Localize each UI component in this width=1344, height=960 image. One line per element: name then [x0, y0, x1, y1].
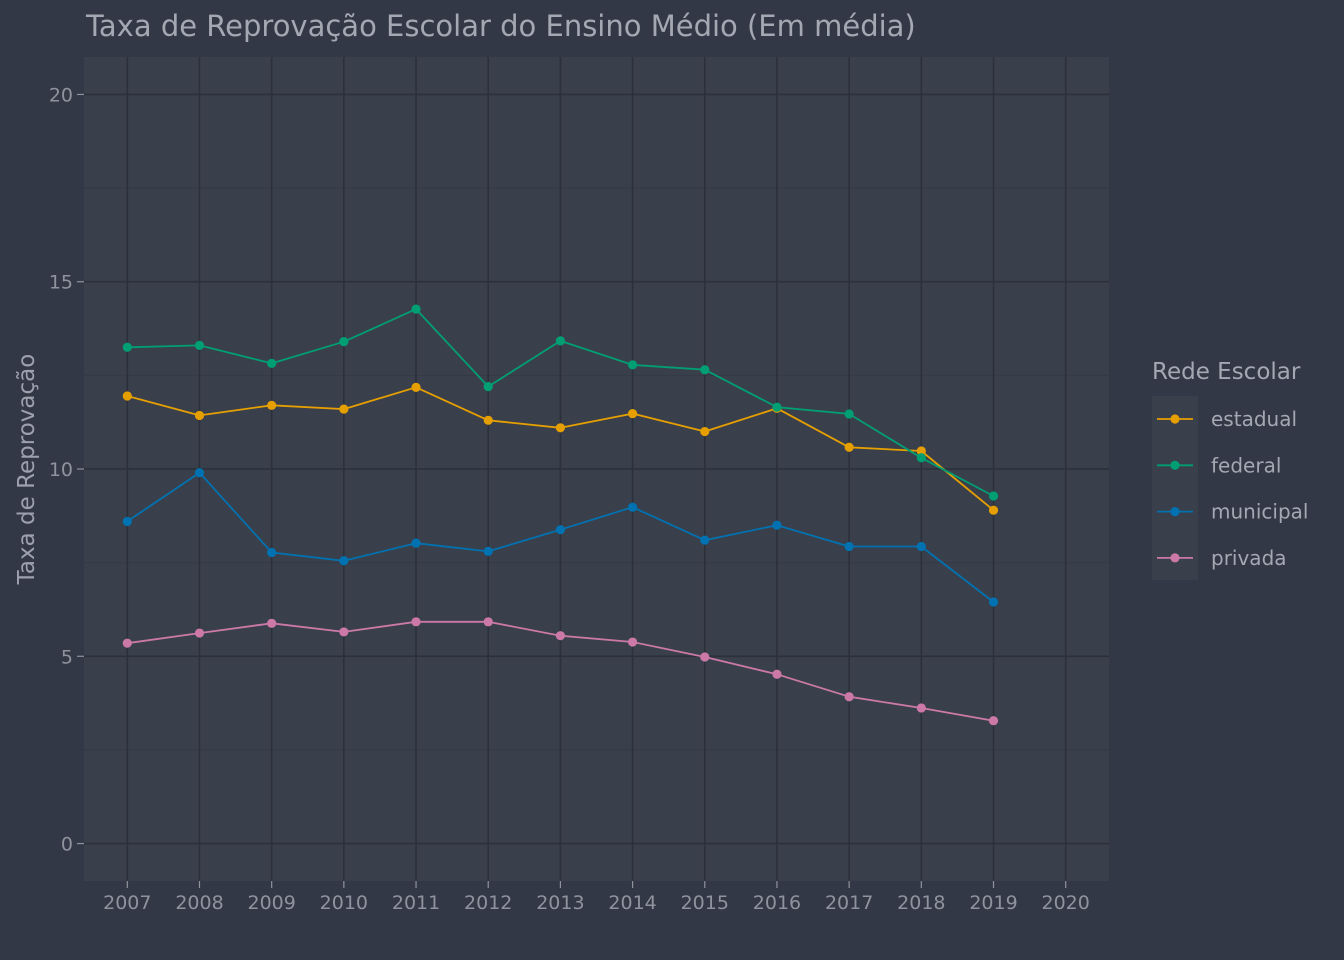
data-point-municipal — [627, 502, 638, 512]
data-point-municipal — [122, 516, 132, 527]
x-tick-label: 2013 — [536, 892, 584, 914]
legend-keys-background — [1152, 396, 1198, 580]
legend-key-point — [1170, 460, 1180, 470]
data-point-privada — [772, 669, 782, 679]
data-point-federal — [194, 340, 205, 350]
legend: estadual federal municipal privada — [1157, 407, 1308, 570]
data-point-municipal — [772, 520, 782, 530]
legend-key-point — [1170, 414, 1180, 424]
y-axis-label: Taxa de Reprovação — [14, 354, 40, 586]
y-tick-label: 5 — [61, 646, 73, 668]
data-point-privada — [988, 716, 999, 726]
data-point-federal — [844, 409, 854, 419]
data-point-privada — [122, 638, 132, 648]
data-point-federal — [122, 342, 132, 352]
x-tick-label: 2011 — [392, 892, 440, 914]
data-point-federal — [339, 337, 349, 347]
grid-minor — [84, 187, 1109, 751]
data-point-privada — [194, 628, 205, 638]
y-tick-label: 0 — [61, 834, 73, 856]
legend-label: privada — [1211, 546, 1287, 570]
data-point-federal — [627, 360, 638, 370]
data-point-estadual — [988, 505, 999, 515]
data-point-federal — [411, 304, 421, 314]
y-tick-label: 15 — [49, 272, 73, 294]
data-point-municipal — [844, 541, 854, 552]
x-tick-label: 2015 — [681, 892, 729, 914]
x-tick-label: 2009 — [247, 892, 295, 914]
series-federal — [122, 304, 999, 501]
data-point-federal — [988, 491, 999, 501]
y-tick-label: 20 — [49, 84, 73, 106]
data-point-federal — [267, 358, 277, 368]
data-point-federal — [916, 453, 926, 463]
x-tick-label: 2007 — [103, 892, 151, 914]
series-layer — [122, 304, 999, 726]
data-point-municipal — [483, 546, 493, 557]
data-point-estadual — [194, 410, 205, 421]
chart-title: Taxa de Reprovação Escolar do Ensino Méd… — [85, 9, 916, 43]
x-tick-label: 2010 — [320, 892, 368, 914]
data-point-privada — [267, 618, 277, 628]
data-point-estadual — [627, 408, 638, 419]
data-point-municipal — [988, 597, 999, 607]
series-municipal — [122, 468, 999, 607]
data-point-municipal — [339, 556, 349, 566]
data-point-estadual — [267, 400, 277, 410]
data-point-estadual — [700, 426, 710, 437]
data-point-federal — [483, 382, 493, 392]
data-point-estadual — [122, 391, 132, 401]
data-point-federal — [700, 365, 710, 375]
data-point-municipal — [411, 538, 421, 548]
x-tick-label: 2008 — [175, 892, 223, 914]
legend-item-federal: federal — [1157, 453, 1281, 477]
data-point-estadual — [483, 415, 493, 425]
data-point-municipal — [916, 541, 926, 552]
series-privada — [122, 617, 999, 726]
legend-item-privada: privada — [1157, 546, 1287, 570]
data-point-privada — [700, 652, 710, 662]
x-tick-label: 2020 — [1042, 892, 1090, 914]
data-point-municipal — [194, 468, 205, 478]
data-point-privada — [411, 617, 421, 627]
data-point-privada — [627, 637, 638, 647]
data-point-estadual — [844, 442, 854, 452]
x-tick-label: 2019 — [969, 892, 1017, 914]
data-point-privada — [483, 617, 493, 627]
data-point-estadual — [411, 382, 421, 392]
y-tick-label: 10 — [49, 459, 73, 481]
data-point-privada — [844, 692, 854, 702]
data-point-municipal — [700, 535, 710, 545]
legend-label: municipal — [1211, 500, 1308, 524]
legend-key-point — [1170, 553, 1180, 563]
legend-item-estadual: estadual — [1157, 407, 1297, 431]
x-tick-label: 2016 — [753, 892, 801, 914]
data-point-municipal — [267, 547, 277, 558]
data-point-privada — [916, 703, 926, 713]
x-tick-label: 2017 — [825, 892, 873, 914]
legend-item-municipal: municipal — [1157, 500, 1308, 524]
data-point-federal — [555, 336, 566, 346]
data-point-municipal — [555, 525, 566, 535]
data-point-estadual — [339, 404, 349, 414]
data-point-federal — [772, 402, 782, 412]
x-tick-label: 2014 — [608, 892, 656, 914]
legend-label: federal — [1211, 453, 1281, 477]
data-point-privada — [339, 627, 349, 637]
legend-label: estadual — [1211, 407, 1297, 431]
data-point-estadual — [916, 446, 926, 456]
data-point-estadual — [555, 423, 566, 433]
x-axis: 2007 2008 2009 2010 2011 2012 2013 2014 2015 2016… — [103, 881, 1090, 914]
legend-title: Rede Escolar — [1152, 359, 1301, 385]
x-tick-label: 2018 — [897, 892, 945, 914]
data-point-privada — [555, 631, 566, 641]
legend-key-point — [1170, 507, 1180, 517]
x-tick-label: 2012 — [464, 892, 512, 914]
y-axis: 0 5 10 15 20 — [49, 84, 84, 856]
